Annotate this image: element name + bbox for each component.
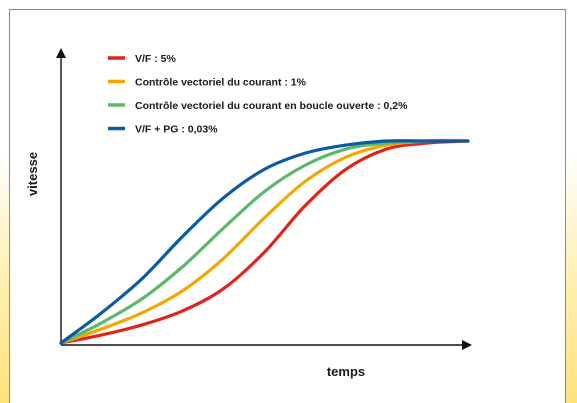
series-line-4: [59, 139, 470, 345]
legend-label-1: V/F : 5%: [135, 53, 177, 65]
chart-panel: [9, 9, 566, 403]
legend-label-2: Contrôle vectoriel du courant : 1%: [135, 77, 307, 89]
legend-label-4: V/F + PG : 0,03%: [135, 124, 218, 136]
x-axis-label: temps: [327, 364, 365, 379]
series-lines: [59, 139, 470, 345]
series-line-1: [59, 139, 470, 345]
series-line-3: [59, 139, 470, 345]
legend-label-3: Contrôle vectoriel du courant en boucle …: [135, 100, 408, 112]
y-axis-label: vitesse: [25, 152, 40, 196]
legend: V/F : 5% Contrôle vectoriel du courant : …: [108, 53, 408, 136]
